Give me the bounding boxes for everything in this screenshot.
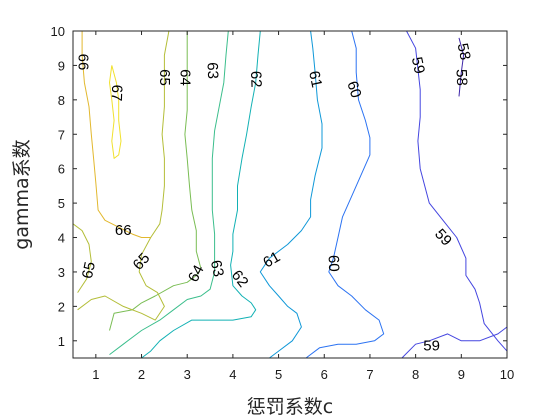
contour-label-60: 60 (325, 255, 343, 272)
contour-label-63: 63 (204, 62, 222, 79)
y-tick-label: 1 (58, 334, 65, 349)
axes-box (72, 30, 508, 359)
contour-label-67: 67 (108, 84, 126, 101)
y-axis-title: gamma系数 (11, 139, 33, 249)
contour-label-65: 65 (156, 69, 173, 86)
x-tick-label: 1 (92, 367, 99, 382)
contour-label-61: 61 (260, 248, 283, 271)
contour-line-63-0 (109, 30, 229, 355)
y-tick-label: 10 (51, 24, 65, 39)
y-tick-label: 4 (58, 231, 65, 246)
contour-label-59: 59 (423, 337, 440, 354)
contour-label-64: 64 (176, 69, 193, 86)
contour-line-60-0 (305, 30, 385, 359)
contour-label-58: 58 (454, 42, 474, 62)
x-tick-label: 10 (500, 367, 514, 382)
y-tick-label: 5 (58, 196, 65, 211)
contour-label-58: 58 (453, 69, 471, 86)
y-tick-label: 8 (58, 93, 65, 108)
contour-label-63: 63 (207, 259, 227, 279)
contour-lines (72, 30, 508, 359)
contour-label-66: 66 (115, 222, 132, 239)
contour-line-66-0 (81, 31, 151, 238)
contour-label-59: 59 (408, 55, 428, 75)
x-tick-label: 2 (138, 367, 145, 382)
contour-line-67-0 (109, 65, 122, 159)
contour-label-65: 65 (79, 260, 99, 280)
x-tick-label: 9 (458, 367, 465, 382)
contour-label-64: 64 (185, 262, 208, 285)
contour-line-62-0 (141, 30, 261, 359)
contour-label-62: 62 (247, 71, 265, 88)
contour-label-61: 61 (305, 69, 325, 89)
contour-line-65-0 (77, 30, 170, 321)
y-tick-label: 2 (58, 299, 65, 314)
y-tick-label: 3 (58, 265, 65, 280)
x-tick-label: 5 (275, 367, 282, 382)
contour-label-62: 62 (228, 267, 252, 291)
contour-line-61-0 (259, 30, 323, 359)
x-tick-label: 4 (229, 367, 236, 382)
contour-label-66: 66 (75, 54, 92, 71)
x-tick-label: 8 (412, 367, 419, 382)
x-tick-label: 6 (321, 367, 328, 382)
y-tick-label: 9 (58, 58, 65, 73)
x-axis-ticks: 1 2 3 4 5 6 7 8 9 10 (92, 31, 514, 382)
x-tick-label: 3 (184, 367, 191, 382)
contour-line-65-1 (72, 223, 92, 293)
contour-line-59-0 (406, 30, 508, 352)
plot-area (73, 31, 507, 358)
x-tick-label: 7 (366, 367, 373, 382)
x-axis-title: 惩罚系数c (247, 396, 333, 418)
y-tick-label: 7 (58, 127, 65, 142)
contour-line-59-1 (401, 326, 508, 359)
y-tick-label: 6 (58, 162, 65, 177)
contour-label-60: 60 (343, 79, 364, 100)
contour-line-58-0 (458, 37, 465, 97)
contour-line-64-0 (109, 31, 202, 331)
